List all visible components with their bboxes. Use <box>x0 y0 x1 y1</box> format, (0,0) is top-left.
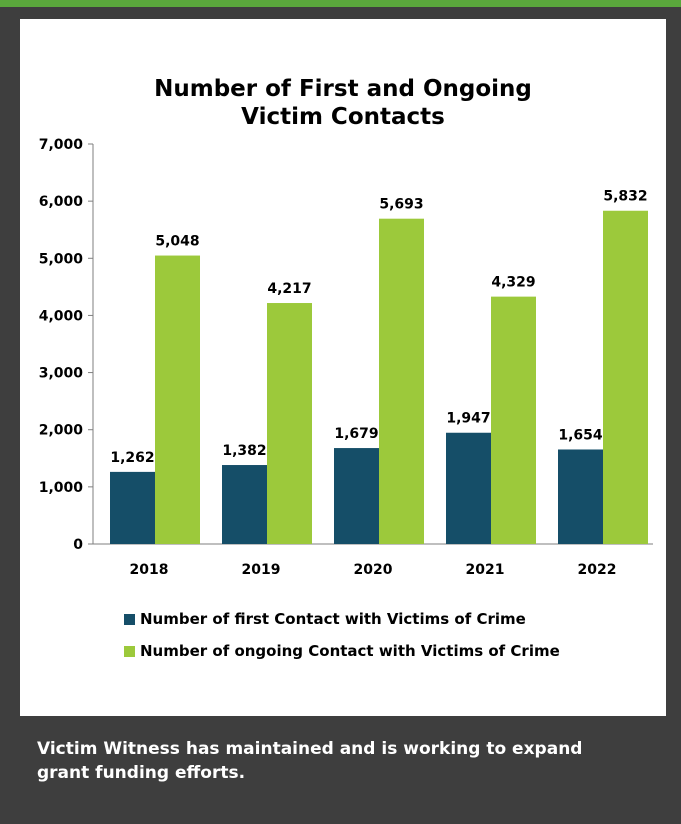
bar-first-2021 <box>446 432 491 544</box>
legend-label-first: Number of first Contact with Victims of … <box>140 610 526 628</box>
y-tick-label: 0 <box>73 537 83 553</box>
data-label-ongoing-2019: 4,217 <box>267 281 311 297</box>
data-label-first-2019: 1,382 <box>222 443 266 459</box>
bar-ongoing-2018 <box>155 255 200 545</box>
bar-ongoing-2020 <box>379 218 424 544</box>
y-tick-label: 4,000 <box>39 308 84 324</box>
top-accent-bar <box>0 0 681 7</box>
bar-first-2018 <box>110 471 155 544</box>
y-tick-label: 5,000 <box>39 251 84 267</box>
y-tick-label: 2,000 <box>39 423 84 439</box>
y-tick-label: 7,000 <box>39 137 84 153</box>
chart-card: Number of First and Ongoing Victim Contac… <box>20 19 666 716</box>
x-tick-label-2022: 2022 <box>578 562 617 578</box>
chart-title-line-2: Victim Contacts <box>241 104 445 130</box>
legend-label-ongoing: Number of ongoing Contact with Victims o… <box>140 642 560 660</box>
data-label-ongoing-2018: 5,048 <box>155 234 199 250</box>
caption-text: Victim Witness has maintained and is wor… <box>37 739 583 783</box>
bar-first-2022 <box>558 449 603 544</box>
x-tick-label-2021: 2021 <box>466 562 505 578</box>
chart-title-line-1: Number of First and Ongoing <box>154 76 532 102</box>
bar-first-2019 <box>222 465 267 544</box>
x-tick-label-2018: 2018 <box>130 562 169 578</box>
chart-bars <box>110 210 648 545</box>
x-tick-label-2019: 2019 <box>242 562 281 578</box>
data-label-first-2022: 1,654 <box>558 427 603 443</box>
bar-ongoing-2021 <box>491 296 536 544</box>
chart-legend: Number of first Contact with Victims of … <box>124 609 560 673</box>
bar-first-2020 <box>334 448 379 544</box>
legend-swatch-ongoing <box>124 645 135 657</box>
data-label-ongoing-2021: 4,329 <box>491 275 535 291</box>
legend-item-ongoing: Number of ongoing Contact with Victims o… <box>124 641 560 661</box>
data-label-ongoing-2020: 5,693 <box>379 197 423 213</box>
chart-data-labels: 1,262 5,048 1,382 4,217 1,679 5,693 1,947 4,329… <box>110 189 647 466</box>
legend-item-first: Number of first Contact with Victims of … <box>124 609 560 629</box>
y-tick-label: 6,000 <box>39 194 84 210</box>
bar-ongoing-2019 <box>267 303 312 544</box>
x-tick-label-2020: 2020 <box>354 562 393 578</box>
chart-axes: 0 1,000 2,000 3,000 4,000 5,000 6,000 7,000 2018… <box>39 137 653 578</box>
data-label-ongoing-2022: 5,832 <box>603 189 647 205</box>
data-label-first-2018: 1,262 <box>110 450 154 466</box>
y-tick-label: 3,000 <box>39 366 84 382</box>
legend-swatch-first <box>124 613 135 625</box>
bar-ongoing-2022 <box>603 210 648 544</box>
data-label-first-2020: 1,679 <box>334 426 378 442</box>
data-label-first-2021: 1,947 <box>446 411 490 427</box>
y-tick-label: 1,000 <box>39 480 84 496</box>
